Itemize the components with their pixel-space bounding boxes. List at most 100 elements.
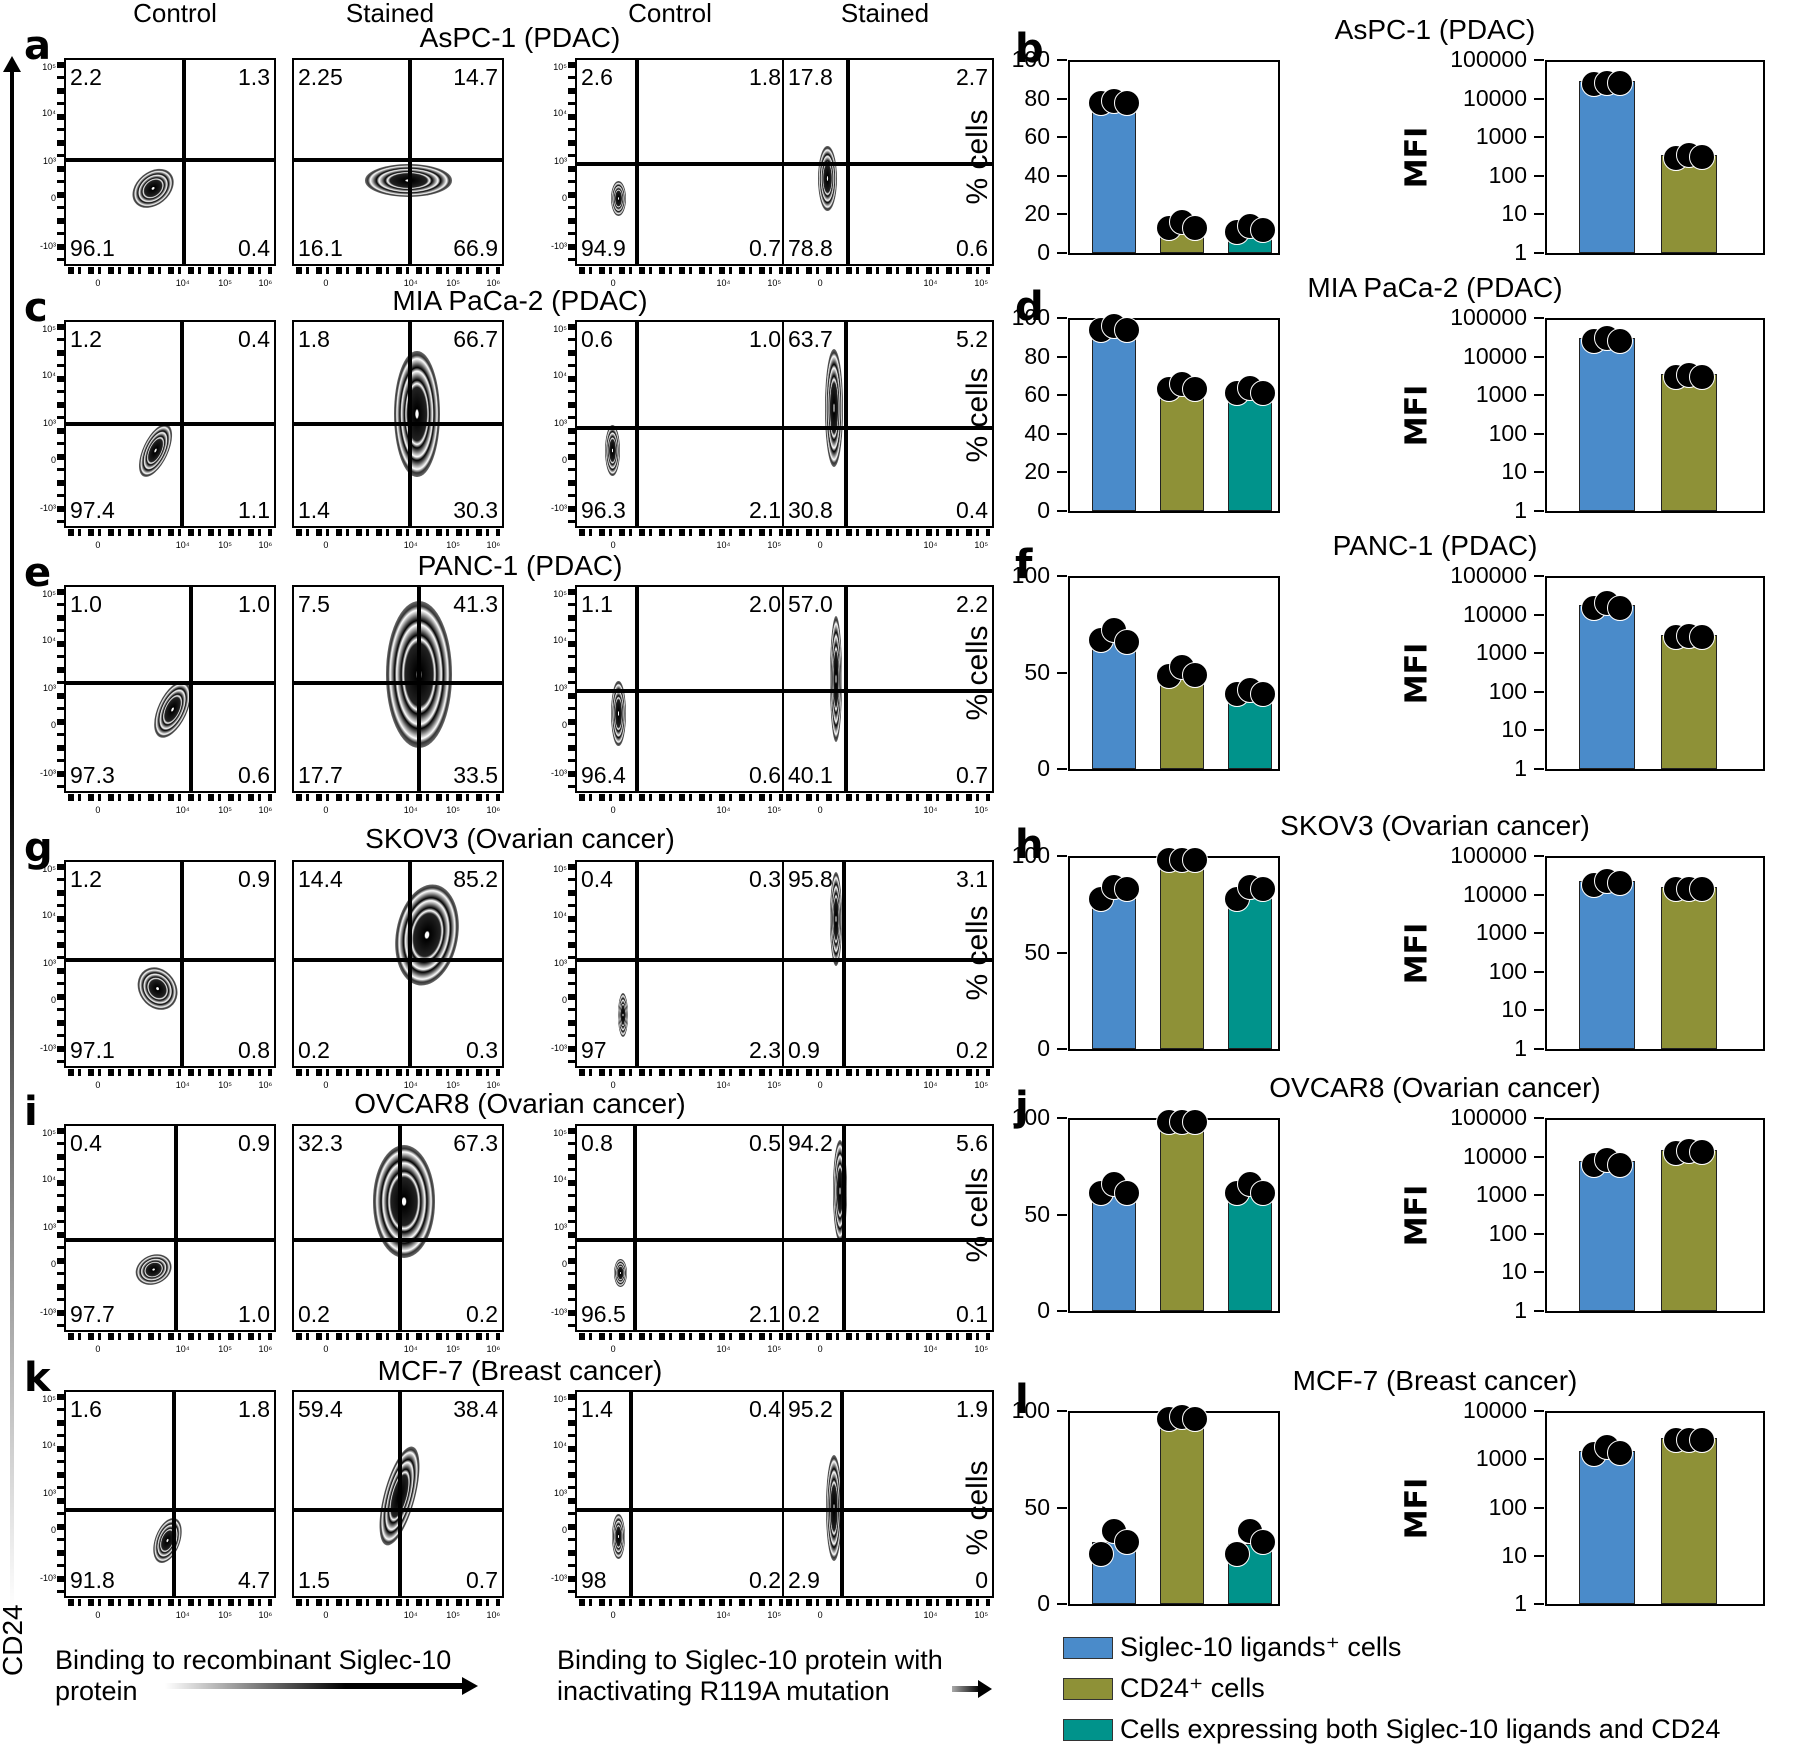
flow-x-tick: 10⁴ bbox=[175, 1344, 190, 1354]
contour-density bbox=[824, 348, 844, 467]
legend-swatch-teal bbox=[1063, 1719, 1113, 1741]
tick-mark bbox=[1534, 1009, 1544, 1012]
flow-plot-stained-wt: 14.4 85.2 0.2 0.3 bbox=[292, 860, 504, 1068]
pct-y-tick: 40 bbox=[1024, 419, 1050, 446]
quadrant-value-tr: 5.2 bbox=[956, 326, 988, 352]
tick-mark bbox=[1057, 471, 1067, 474]
pct-y-tick: 0 bbox=[1037, 1035, 1050, 1061]
quadrant-value-tl: 0.6 bbox=[581, 326, 613, 352]
flow-plot-control-wt: 0.4 0.9 97.7 1.0 bbox=[64, 1124, 276, 1332]
quadrant-value-tr: 66.7 bbox=[453, 326, 498, 352]
flow-x-tick: 10⁶ bbox=[486, 1610, 501, 1620]
quadrant-value-bl: 97.1 bbox=[70, 1037, 115, 1063]
tick-mark bbox=[1534, 893, 1544, 896]
quadrant-value-bl: 96.5 bbox=[581, 1301, 626, 1327]
quadrant-value-bl: 0.2 bbox=[788, 1301, 820, 1327]
pct-y-tick: 0 bbox=[1037, 1297, 1050, 1323]
pct-cells-bar-chart bbox=[1068, 1403, 1280, 1606]
quadrant-gate-horizontal bbox=[66, 421, 274, 426]
flow-x-axis-ticks bbox=[786, 1333, 990, 1340]
flow-plot-control-r119a: 1.4 0.4 98 0.2 bbox=[575, 1390, 787, 1598]
quadrant-value-tl: 57.0 bbox=[788, 591, 833, 617]
quadrant-value-bl: 0.2 bbox=[298, 1301, 330, 1327]
tick-mark bbox=[1057, 575, 1067, 577]
quadrant-value-br: 66.9 bbox=[453, 235, 498, 261]
flow-y-axis-ticks bbox=[57, 589, 64, 789]
quadrant-value-bl: 40.1 bbox=[788, 762, 833, 788]
bar-cd24 bbox=[1661, 1437, 1717, 1604]
mfi-y-tick: 10000 bbox=[1463, 600, 1527, 627]
flow-x-axis-ticks bbox=[68, 267, 272, 274]
row-title: MCF-7 (Breast cancer) bbox=[377, 1355, 663, 1386]
quadrant-value-br: 0.7 bbox=[956, 762, 988, 788]
quadrant-value-tr: 14.7 bbox=[453, 64, 498, 90]
flow-x-axis-ticks bbox=[68, 1069, 272, 1076]
flow-y-tick: -10³ bbox=[39, 1573, 56, 1584]
quadrant-value-br: 0.6 bbox=[749, 762, 781, 788]
flow-plot-control-wt: 1.2 0.4 97.4 1.1 bbox=[64, 320, 276, 528]
flow-x-tick: 10⁵ bbox=[446, 278, 460, 288]
pct-y-tick: 80 bbox=[1024, 84, 1050, 111]
bar-siglec10-ligands bbox=[1579, 1450, 1635, 1604]
contour-density bbox=[148, 1514, 188, 1568]
y-axis-label-mfi: MFI bbox=[1399, 1477, 1435, 1539]
flow-x-tick: 10⁴ bbox=[175, 278, 190, 288]
quadrant-gate-vertical bbox=[635, 862, 640, 1066]
flow-x-tick: 10⁴ bbox=[716, 805, 731, 815]
flow-x-tick: 10⁵ bbox=[974, 1610, 989, 1620]
flow-plot-control-r119a: 2.6 1.8 94.9 0.7 bbox=[575, 58, 787, 266]
bar-siglec10-ligands bbox=[1579, 81, 1635, 253]
pct-cells-bar-chart bbox=[1068, 60, 1280, 255]
row-title: SKOV3 (Ovarian cancer) bbox=[365, 823, 675, 854]
flow-x-tick: 0 bbox=[610, 278, 616, 288]
flow-x-axis-ticks bbox=[786, 1069, 990, 1076]
quadrant-value-tr: 67.3 bbox=[453, 1130, 498, 1156]
bar-siglec10-ligands bbox=[1092, 100, 1136, 253]
bar-siglec10-ligands bbox=[1579, 338, 1635, 511]
quadrant-value-br: 30.3 bbox=[453, 497, 498, 523]
contour-density bbox=[125, 161, 182, 216]
quadrant-value-br: 2.3 bbox=[749, 1037, 781, 1063]
bar-both bbox=[1228, 1189, 1272, 1311]
bar-cd24 bbox=[1661, 1149, 1717, 1311]
mfi-y-tick: 10 bbox=[1501, 200, 1527, 227]
bar-both bbox=[1228, 890, 1272, 1049]
flow-x-tick: 0 bbox=[323, 1080, 329, 1090]
tick-mark bbox=[1534, 1271, 1544, 1274]
quadrant-value-tl: 1.4 bbox=[581, 1396, 613, 1422]
quadrant-gate-vertical bbox=[172, 1392, 177, 1596]
y-axis-label-mfi: MFI bbox=[1399, 922, 1435, 984]
tick-mark bbox=[1057, 855, 1067, 857]
flow-x-tick: 10⁶ bbox=[258, 278, 273, 288]
flow-y-tick: 0 bbox=[561, 720, 567, 731]
quadrant-gate-vertical bbox=[188, 587, 193, 791]
row-title: PANC-1 (PDAC) bbox=[417, 550, 623, 581]
panel-letter-h: h bbox=[1015, 822, 1044, 868]
quadrant-value-br: 1.1 bbox=[238, 497, 270, 523]
mfi-bar-chart bbox=[1545, 60, 1765, 255]
quadrant-value-br: 0.6 bbox=[238, 762, 270, 788]
flow-x-axis-ticks bbox=[786, 267, 990, 274]
quadrant-gate-vertical bbox=[180, 862, 185, 1066]
flow-x-axis-ticks bbox=[579, 267, 783, 274]
quadrant-value-bl: 16.1 bbox=[298, 235, 343, 261]
mfi-y-tick: 1000 bbox=[1475, 1445, 1527, 1472]
data-point bbox=[1689, 1138, 1715, 1165]
flow-x-tick: 10⁴ bbox=[923, 278, 938, 288]
quadrant-value-bl: 97.4 bbox=[70, 497, 115, 523]
flow-y-tick: 0 bbox=[50, 1525, 56, 1536]
tick-mark bbox=[1534, 97, 1544, 100]
flow-x-tick: 10⁴ bbox=[716, 540, 731, 550]
flow-y-tick: 10⁴ bbox=[42, 910, 56, 921]
flow-x-tick: 10⁴ bbox=[175, 1080, 190, 1090]
tick-mark bbox=[1057, 136, 1067, 139]
flow-y-tick: -10³ bbox=[39, 768, 56, 779]
tick-mark bbox=[1534, 1117, 1544, 1119]
quadrant-value-br: 0.2 bbox=[466, 1301, 498, 1327]
tick-mark bbox=[1534, 932, 1544, 935]
mfi-y-tick: 1000 bbox=[1475, 123, 1527, 150]
quadrant-value-bl: 97.7 bbox=[70, 1301, 115, 1327]
quadrant-value-tl: 95.8 bbox=[788, 866, 833, 892]
flow-x-tick: 10⁵ bbox=[446, 540, 460, 550]
flow-x-tick: 0 bbox=[95, 1080, 101, 1090]
